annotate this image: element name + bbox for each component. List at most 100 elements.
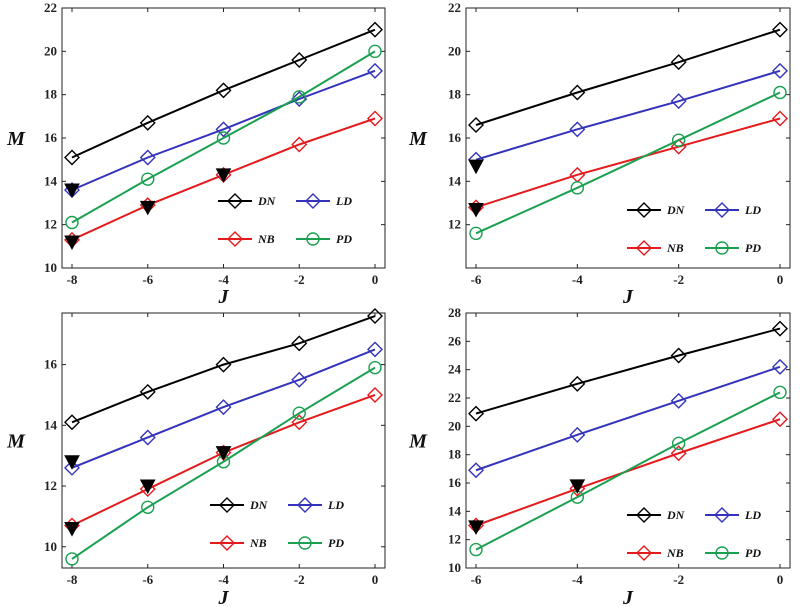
data-point-nb	[367, 386, 383, 403]
x-tick-label: -4	[572, 272, 583, 287]
legend-label-ld: LD	[335, 194, 352, 208]
y-tick-label: 22	[448, 0, 461, 15]
chart-panel-bottom-left: 10 12 14 16 -8 -6 -4 -2 0 J M DN LD NB PD	[6, 308, 386, 607]
data-point-dn	[772, 21, 788, 38]
data-point-pd	[469, 542, 483, 557]
data-point-ld	[291, 371, 308, 388]
x-tick-label: -8	[67, 272, 78, 287]
data-point-nb	[367, 110, 383, 127]
plot-frame	[465, 7, 791, 269]
legend-marker-ld	[297, 497, 313, 513]
y-axis-label: M	[6, 431, 26, 453]
y-tick-label: 28	[448, 305, 462, 320]
y-tick-label: 20	[448, 43, 461, 58]
data-point-dn	[569, 84, 586, 101]
series-line-pd	[475, 91, 781, 235]
series-line-ld	[71, 348, 376, 469]
filled-triangle-marker	[468, 520, 484, 535]
series-line-dn	[71, 28, 376, 159]
x-axis-label: J	[622, 587, 634, 607]
x-tick-label: -6	[142, 572, 153, 587]
series-line-dn	[71, 315, 376, 424]
legend-marker-nb	[227, 231, 243, 247]
x-tick-label: 0	[777, 272, 784, 287]
filled-triangle-marker	[468, 159, 484, 175]
x-tick-label: 0	[372, 272, 379, 287]
data-point-pd	[65, 552, 79, 566]
filled-triangle-marker	[64, 183, 80, 199]
x-axis-label: J	[218, 587, 230, 607]
data-point-dn	[64, 149, 80, 166]
data-point-pd	[570, 181, 585, 195]
data-point-nb	[772, 411, 788, 428]
filled-triangle-marker	[64, 455, 80, 470]
data-point-pd	[671, 436, 686, 451]
plot-frame	[465, 312, 791, 569]
y-tick-label: 14	[44, 417, 58, 432]
legend-label-dn: DN	[249, 498, 269, 512]
series-line-dn	[475, 327, 781, 415]
x-tick-label: -2	[673, 272, 684, 287]
filled-triangle-marker	[64, 235, 80, 251]
y-tick-label: 14	[448, 503, 462, 518]
series-line-pd	[71, 366, 376, 560]
legend-label-ld: LD	[327, 498, 344, 512]
data-point-pd	[469, 226, 483, 241]
legend-marker-dn	[636, 202, 652, 218]
data-point-dn	[468, 405, 484, 422]
x-axis-label: J	[218, 286, 230, 308]
x-tick-label: -4	[572, 572, 583, 587]
data-point-ld	[64, 459, 80, 476]
x-tick-label: 0	[372, 572, 379, 587]
data-point-ld	[670, 93, 687, 110]
series-line-nb	[475, 117, 781, 209]
y-axis-label: M	[408, 128, 428, 150]
y-tick-label: 14	[44, 173, 58, 188]
data-point-dn	[215, 82, 232, 99]
data-point-dn	[670, 54, 687, 71]
x-tick-label: 0	[777, 572, 784, 587]
y-axis-label: M	[408, 431, 428, 453]
data-point-pd	[292, 406, 306, 420]
x-tick-label: -6	[471, 272, 482, 287]
data-point-pd	[368, 44, 382, 59]
legend-marker-pd	[306, 232, 320, 246]
x-tick-label: -8	[67, 572, 78, 587]
data-point-dn	[139, 114, 156, 131]
data-point-dn	[139, 383, 156, 400]
data-point-dn	[367, 21, 383, 38]
legend-label-pd: PD	[328, 536, 344, 550]
legend-label-ld: LD	[744, 203, 761, 217]
legend-label-pd: PD	[336, 232, 352, 246]
series-line-pd	[71, 50, 376, 224]
data-point-pd	[671, 133, 686, 147]
data-point-dn	[64, 414, 80, 431]
filled-triangle-marker	[139, 479, 156, 495]
chart-panel-top-left: 10 12 14 16 18 20 22 -8 -6 -4 -2 0 J M DN LD NB PD	[6, 0, 386, 308]
legend-label-nb: NB	[666, 241, 684, 255]
data-point-dn	[367, 308, 383, 325]
data-point-ld	[367, 62, 383, 79]
data-point-ld	[139, 149, 156, 166]
legend-label-pd: PD	[745, 546, 761, 560]
y-tick-label: 12	[44, 478, 57, 493]
data-point-pd	[141, 500, 155, 514]
x-tick-label: -2	[294, 572, 305, 587]
legend-marker-ld	[305, 193, 321, 209]
y-tick-label: 18	[448, 87, 462, 102]
legend-label-nb: NB	[666, 546, 684, 560]
data-point-ld	[670, 392, 687, 409]
series-line-ld	[475, 69, 781, 161]
filled-triangle-marker	[215, 446, 232, 461]
legend-label-pd: PD	[745, 241, 761, 255]
legend-label-dn: DN	[666, 203, 686, 217]
y-tick-label: 20	[44, 43, 57, 58]
data-point-ld	[569, 121, 586, 138]
y-tick-label: 10	[448, 560, 461, 575]
legend-marker-dn	[636, 507, 652, 523]
data-point-ld	[139, 429, 156, 446]
y-tick-label: 18	[44, 87, 58, 102]
legend-marker-pd	[715, 241, 729, 255]
y-tick-label: 16	[44, 130, 58, 145]
x-tick-label: -6	[471, 572, 482, 587]
